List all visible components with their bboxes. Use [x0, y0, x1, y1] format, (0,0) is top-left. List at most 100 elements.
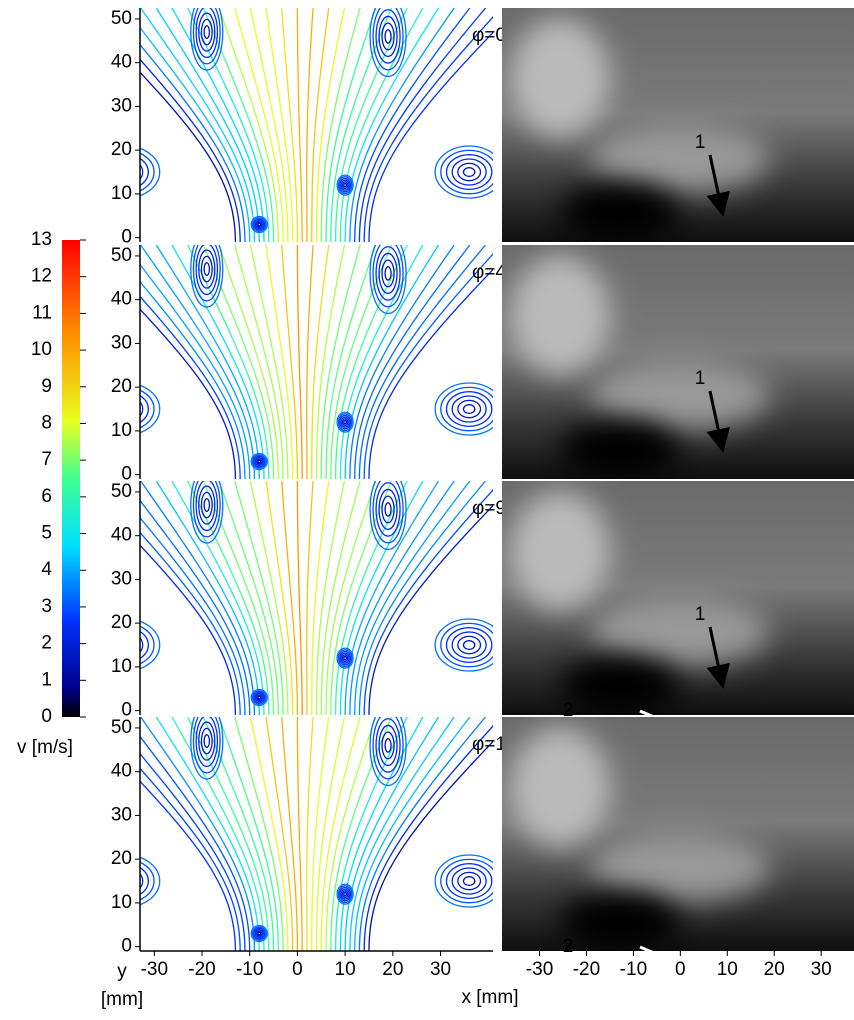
y-tick-label: 30 [111, 332, 132, 353]
vortex [445, 391, 493, 428]
streamline [306, 717, 314, 951]
streamline [334, 245, 408, 479]
streamline [218, 8, 279, 242]
y-tick-label: 30 [111, 568, 132, 589]
streamline [140, 516, 246, 715]
streamline [296, 245, 303, 479]
vortex [120, 168, 131, 177]
colorbar-tick-label: 2 [41, 633, 52, 654]
vortex [378, 252, 398, 295]
streamline [368, 504, 493, 715]
streamlines [120, 8, 493, 242]
streamline-panel: φ=0° [120, 8, 514, 242]
streamline [311, 8, 330, 242]
vortex [340, 416, 350, 428]
streamline [334, 717, 408, 951]
y-tick-label: 20 [111, 848, 132, 869]
vortex [195, 8, 219, 59]
vortex [253, 455, 266, 468]
vortex [198, 485, 216, 525]
glow [510, 491, 610, 611]
arrow [639, 945, 716, 981]
vortex [369, 481, 407, 551]
streamline [218, 717, 279, 951]
vortex [140, 861, 155, 901]
streamline [306, 8, 314, 242]
streamline [296, 8, 303, 242]
streamline [296, 481, 303, 715]
vortex [336, 411, 354, 433]
vortex [200, 18, 213, 46]
vortex [250, 688, 268, 707]
vortex [140, 152, 155, 192]
streamline [339, 717, 424, 951]
vortex [343, 419, 348, 425]
y-tick-label: 40 [111, 289, 132, 310]
streamline [140, 308, 237, 479]
vortex [254, 928, 264, 939]
vortex [440, 858, 493, 904]
streamline [281, 245, 299, 479]
vortex [375, 246, 401, 301]
streamline [358, 717, 487, 951]
vortex [140, 856, 161, 906]
streamline [344, 8, 440, 242]
streamline [330, 717, 393, 951]
vortex [341, 890, 349, 899]
vortex [340, 179, 350, 191]
vortex [140, 147, 161, 197]
vortex [384, 29, 392, 44]
y-tick-label: 20 [111, 376, 132, 397]
colorbar-tick-label: 0 [41, 706, 52, 727]
vortex [140, 157, 149, 187]
vortex [253, 218, 266, 231]
vortex [343, 891, 348, 897]
streamline [202, 8, 275, 242]
arrow-label: 1 [695, 132, 706, 153]
dark [560, 892, 680, 951]
vortex [253, 691, 266, 704]
y-tick-label: 30 [111, 804, 132, 825]
vortex [384, 502, 392, 517]
image-glow [510, 491, 770, 715]
streamline [187, 245, 270, 479]
vortex [369, 245, 407, 315]
streamline [265, 717, 294, 951]
y-tick-label: 50 [111, 245, 132, 266]
y-tick-label: 10 [111, 656, 132, 677]
vortex [369, 717, 407, 787]
vortex [198, 249, 216, 289]
streamline [315, 481, 346, 715]
streamline [339, 481, 424, 715]
vortex [114, 872, 137, 889]
arrow [706, 390, 730, 453]
streamline [234, 717, 284, 951]
glow [510, 255, 610, 375]
streamline [325, 717, 377, 951]
y-tick-label: 10 [111, 183, 132, 204]
image-glow [510, 18, 770, 242]
streamline [249, 245, 289, 479]
vortex [251, 454, 267, 469]
vortex [384, 266, 392, 281]
vortex [203, 25, 211, 40]
streamline [320, 717, 361, 951]
streamline [140, 58, 241, 242]
streamline [140, 71, 237, 242]
vortex [250, 924, 268, 943]
streamline [187, 8, 270, 242]
streamline-panel: φ=135° [114, 717, 535, 951]
vortex [114, 400, 137, 417]
streamline [296, 717, 303, 951]
vortex [343, 182, 348, 188]
streamline [368, 268, 493, 479]
vortex [343, 655, 348, 661]
vortex [251, 690, 267, 705]
vortex [381, 259, 395, 288]
streamline [140, 245, 256, 479]
colorbar-tick-label: 7 [41, 449, 52, 470]
streamline [140, 43, 246, 242]
vortex [445, 154, 493, 191]
y-tick-label: 20 [111, 139, 132, 160]
